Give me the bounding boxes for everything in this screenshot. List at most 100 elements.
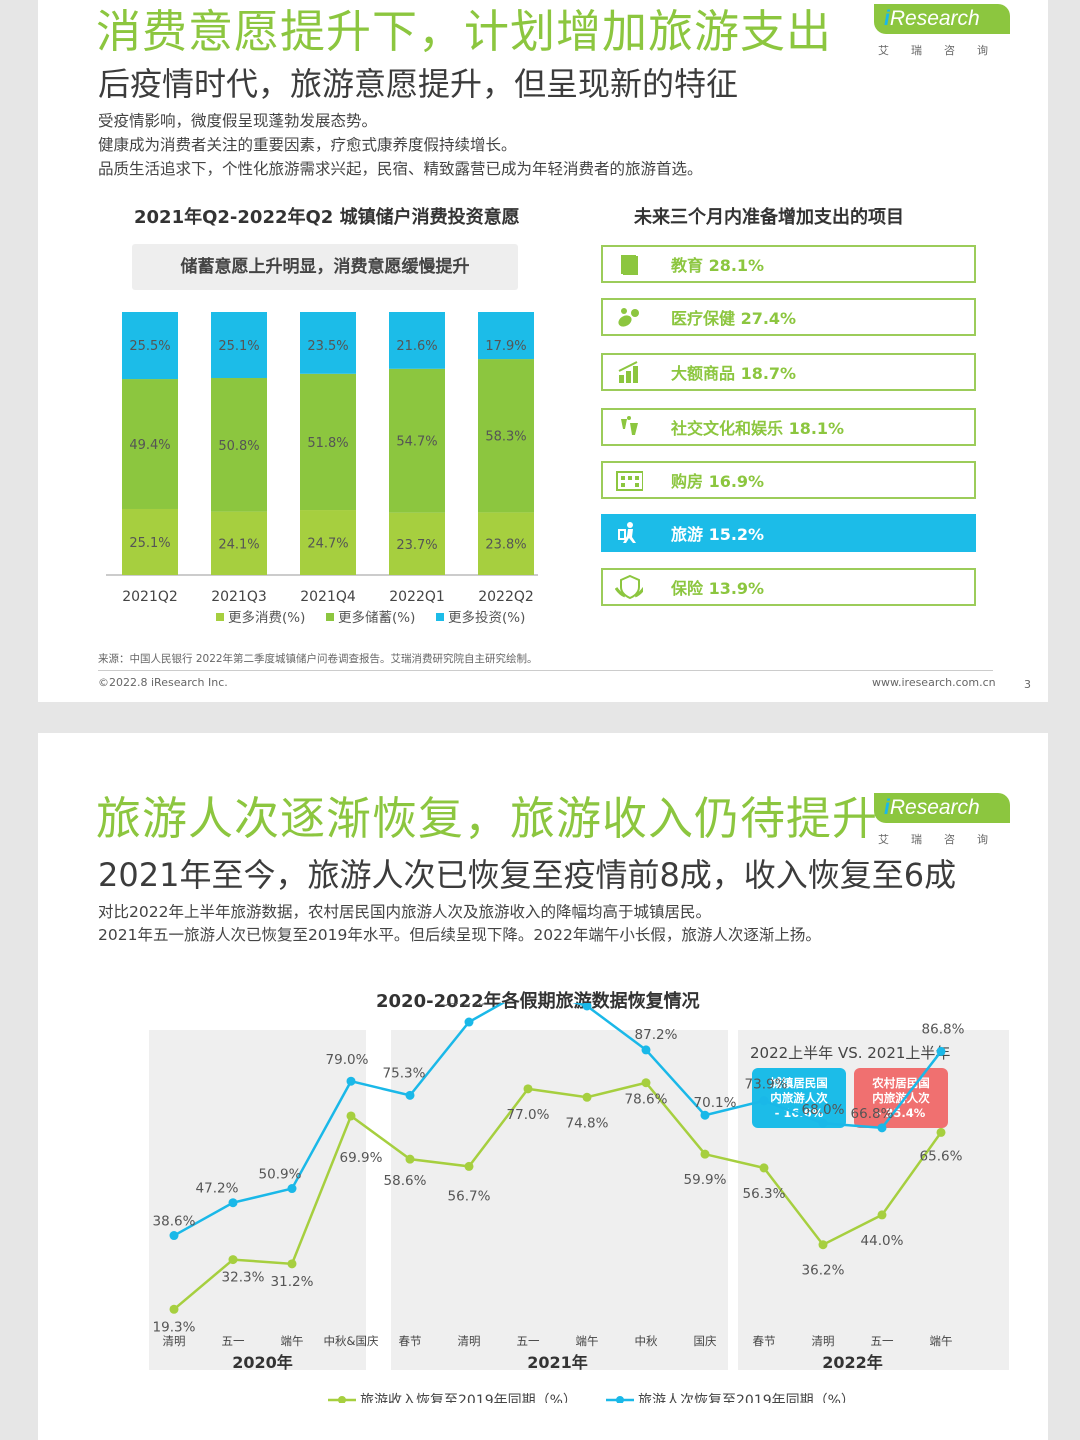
legend-swatch bbox=[216, 613, 224, 621]
logo-text: Research bbox=[889, 7, 980, 30]
slide-consumption-intent: 消费意愿提升下，计划增加旅游支出 后疫情时代，旅游意愿提升，但呈现新的特征 受疫… bbox=[38, 0, 1048, 702]
bar-value-label: 23.7% bbox=[396, 538, 437, 553]
source-note: 来源：中国人民银行 2022年第二季度城镇储户问卷调查报告。艾瑞消费研究院自主研… bbox=[98, 653, 538, 665]
bar-value-label: 58.3% bbox=[485, 430, 526, 445]
bar-value-label: 17.9% bbox=[485, 339, 526, 354]
spending-item: 旅游 15.2% bbox=[601, 514, 976, 552]
category-label: 2021Q2 bbox=[122, 589, 178, 605]
spending-item-label: 大额商品 18.7% bbox=[671, 364, 797, 383]
bar-value-label: 25.1% bbox=[218, 339, 259, 354]
data-label: 59.9% bbox=[684, 1172, 727, 1188]
data-label: 87.2% bbox=[635, 1027, 678, 1043]
data-point bbox=[169, 1231, 179, 1241]
drinks-icon bbox=[615, 413, 643, 441]
copyright: ©2022.8 iResearch Inc. bbox=[98, 676, 228, 689]
data-label: 79.0% bbox=[326, 1052, 369, 1068]
bar-segment bbox=[478, 359, 534, 513]
category-label: 2022Q1 bbox=[389, 589, 445, 605]
revenue-line bbox=[173, 1081, 943, 1311]
bar-segment bbox=[122, 312, 178, 380]
legend-label: 更多储蓄(%) bbox=[338, 609, 415, 626]
data-label: 75.3% bbox=[383, 1065, 426, 1081]
slide1-subtitle: 后疫情时代，旅游意愿提升，但呈现新的特征 bbox=[98, 65, 739, 103]
category-label: 2021Q3 bbox=[211, 589, 267, 605]
slide2-para-1: 对比2022年上半年旅游数据，农村居民国内旅游人次及旅游收入的降幅均高于城镇居民… bbox=[98, 903, 711, 921]
year-label: 2022年 bbox=[822, 1353, 883, 1372]
compare-title: 2022上半年 VS. 2021上半年 bbox=[750, 1044, 950, 1062]
data-point bbox=[641, 1078, 651, 1088]
badge-text: 城镇居民国 bbox=[770, 1076, 828, 1090]
data-label: 19.3% bbox=[153, 1319, 196, 1335]
holiday-label: 春节 bbox=[399, 1334, 422, 1348]
bar-value-label: 49.4% bbox=[129, 438, 170, 453]
data-point bbox=[641, 1045, 651, 1055]
spending-item-label: 社交文化和娱乐 18.1% bbox=[671, 419, 845, 438]
data-point bbox=[523, 1084, 533, 1094]
slide2-para-2: 2021年五一旅游人次已恢复至2019年水平。但后续呈现下降。2022年端午小长… bbox=[98, 926, 821, 944]
category-label: 2021Q4 bbox=[300, 589, 356, 605]
spending-item-label: 医疗保健 27.4% bbox=[671, 309, 797, 328]
year-panel bbox=[391, 1030, 728, 1370]
legend-swatch bbox=[436, 613, 444, 621]
legend-marker bbox=[338, 1396, 346, 1403]
line-chart-title: 2020-2022年各假期旅游数据恢复情况 bbox=[376, 991, 700, 1012]
data-point bbox=[228, 1255, 238, 1265]
data-label: 32.3% bbox=[222, 1270, 265, 1286]
bar-segment bbox=[300, 373, 356, 511]
holiday-label: 春节 bbox=[753, 1334, 776, 1348]
pill-icon bbox=[615, 303, 643, 331]
bar-value-label: 21.6% bbox=[396, 339, 437, 354]
data-label: 66.8% bbox=[851, 1106, 894, 1122]
data-label: 38.6% bbox=[153, 1214, 196, 1230]
bar-value-label: 50.8% bbox=[218, 439, 259, 454]
holiday-label: 清明 bbox=[812, 1334, 835, 1348]
stacked-bar-chart: 25.1% 49.4% 25.5% 2021Q2 24.1% 50.8% 25.1% 2021… bbox=[106, 312, 538, 626]
book-icon bbox=[615, 250, 643, 278]
bar-value-label: 23.5% bbox=[307, 339, 348, 354]
bar-chart-icon bbox=[615, 358, 643, 386]
year-panel bbox=[149, 1030, 366, 1370]
spending-item: 社交文化和娱乐 18.1% bbox=[601, 408, 976, 446]
bar-segment bbox=[389, 512, 445, 575]
data-point bbox=[700, 1149, 710, 1159]
logo-i: i bbox=[884, 796, 890, 819]
data-point bbox=[582, 1092, 592, 1102]
logo-cn: 艾瑞咨询 bbox=[878, 45, 1010, 57]
data-point bbox=[464, 1161, 474, 1171]
bar-value-label: 23.8% bbox=[485, 538, 526, 553]
bar-value-label: 25.1% bbox=[129, 536, 170, 551]
data-label: 68.0% bbox=[802, 1102, 845, 1118]
bar-value-label: 25.5% bbox=[129, 339, 170, 354]
data-point bbox=[877, 1210, 887, 1220]
data-point bbox=[877, 1123, 887, 1133]
holiday-label: 中秋 bbox=[635, 1334, 658, 1348]
page-number: 3 bbox=[1024, 678, 1031, 691]
bar-segment bbox=[122, 379, 178, 509]
spending-item: 购房 16.9% bbox=[601, 461, 976, 499]
legend-label: 更多消费(%) bbox=[228, 609, 305, 626]
data-label: 44.0% bbox=[861, 1233, 904, 1249]
bar-segment bbox=[478, 512, 534, 575]
bar-segment bbox=[211, 378, 267, 512]
data-point bbox=[464, 1017, 474, 1027]
shield-hands-icon bbox=[615, 573, 643, 601]
legend-marker bbox=[616, 1396, 624, 1403]
data-point bbox=[818, 1240, 828, 1250]
data-label: 73.9% bbox=[745, 1077, 788, 1093]
holiday-label: 清明 bbox=[163, 1334, 186, 1348]
bar-value-label: 24.1% bbox=[218, 537, 259, 552]
bar-value-label: 51.8% bbox=[307, 436, 348, 451]
iresearch-logo: iResearch 艾瑞咨询 bbox=[874, 4, 1010, 58]
data-label: 77.0% bbox=[507, 1107, 550, 1123]
spending-item-label: 购房 16.9% bbox=[671, 472, 765, 491]
logo-cn: 艾瑞咨询 bbox=[878, 834, 1010, 846]
data-label: 69.9% bbox=[340, 1150, 383, 1166]
holiday-label: 端午 bbox=[930, 1334, 953, 1348]
data-label: 36.2% bbox=[802, 1263, 845, 1279]
spending-item: 医疗保健 27.4% bbox=[601, 298, 976, 336]
holiday-label: 五一 bbox=[517, 1334, 540, 1348]
logo-i: i bbox=[884, 7, 890, 30]
data-label: 70.1% bbox=[694, 1095, 737, 1111]
data-point bbox=[346, 1076, 356, 1086]
